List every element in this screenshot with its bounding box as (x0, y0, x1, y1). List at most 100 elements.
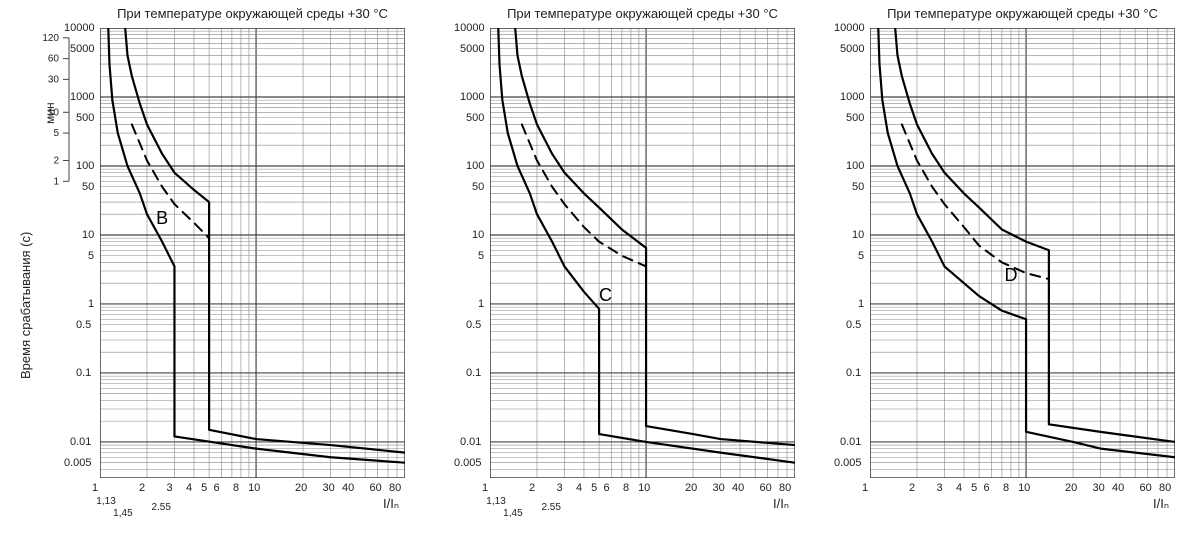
x-extra-tick: 1,13 (96, 496, 115, 507)
svg-text:C: C (599, 285, 612, 305)
x-tick: 1 (92, 482, 98, 494)
y-tick: 0.01 (460, 436, 481, 448)
x-tick: 20 (295, 482, 307, 494)
x-tick: 10 (638, 482, 650, 494)
x-tick: 30 (1093, 482, 1105, 494)
y-tick: 0.005 (834, 457, 862, 469)
x-tick: 6 (213, 482, 219, 494)
trip-curve-chart-B: При температуре окружающей среды +30 °СB… (100, 28, 405, 478)
x-tick: 2 (909, 482, 915, 494)
x-tick: 60 (1140, 482, 1152, 494)
x-extra-tick: 1,13 (486, 496, 505, 507)
x-tick: 8 (623, 482, 629, 494)
svg-text:120: 120 (42, 33, 59, 44)
x-tick: 8 (1003, 482, 1009, 494)
x-tick: 4 (956, 482, 962, 494)
x-tick: 2 (529, 482, 535, 494)
svg-text:30: 30 (48, 74, 60, 85)
x-tick: 1 (862, 482, 868, 494)
x-tick: 3 (936, 482, 942, 494)
x-tick: 80 (389, 482, 401, 494)
x-tick: 5 (971, 482, 977, 494)
y-tick: 0.5 (466, 319, 481, 331)
y-tick: 10000 (834, 22, 865, 34)
y-tick: 1000 (840, 91, 864, 103)
y-tick: 500 (76, 112, 94, 124)
y-tick: 5000 (460, 43, 484, 55)
x-axis-label: I/Iₙ (1153, 496, 1169, 512)
x-tick: 20 (685, 482, 697, 494)
x-tick: 3 (556, 482, 562, 494)
y-tick: 100 (466, 160, 484, 172)
x-tick: 10 (248, 482, 260, 494)
x-tick: 4 (576, 482, 582, 494)
y-tick: 1000 (460, 91, 484, 103)
trip-curve-chart-D: При температуре окружающей среды +30 °СD… (870, 28, 1175, 478)
x-axis-label: I/Iₙ (773, 496, 789, 512)
x-tick: 80 (779, 482, 791, 494)
svg-text:60: 60 (48, 54, 60, 65)
x-tick: 3 (166, 482, 172, 494)
x-tick: 40 (342, 482, 354, 494)
x-tick: 30 (713, 482, 725, 494)
svg-text:B: B (156, 208, 168, 228)
y-tick: 50 (852, 181, 864, 193)
chart-title: При температуре окружающей среды +30 °С (100, 6, 405, 21)
trip-curve-chart-C: При температуре окружающей среды +30 °СC… (490, 28, 795, 478)
x-tick: 2 (139, 482, 145, 494)
y-tick: 10 (852, 229, 864, 241)
y-tick: 5 (88, 250, 94, 262)
x-tick: 1 (482, 482, 488, 494)
y-tick: 500 (466, 112, 484, 124)
y-tick: 0.005 (454, 457, 482, 469)
svg-text:1: 1 (53, 176, 59, 187)
x-tick: 5 (591, 482, 597, 494)
chart-title: При температуре окружающей среды +30 °С (870, 6, 1175, 21)
x-tick: 5 (201, 482, 207, 494)
x-tick: 8 (233, 482, 239, 494)
y-tick: 50 (82, 181, 94, 193)
x-extra-tick: 2.55 (541, 502, 560, 513)
y-tick: 1 (858, 298, 864, 310)
y-tick: 0.5 (76, 319, 91, 331)
x-tick: 40 (732, 482, 744, 494)
x-tick: 60 (370, 482, 382, 494)
x-tick: 6 (983, 482, 989, 494)
y-tick: 5 (858, 250, 864, 262)
y-tick: 0.01 (840, 436, 861, 448)
minutes-scale: 125103060120мин (35, 28, 75, 478)
x-tick: 60 (760, 482, 772, 494)
y-tick: 1 (88, 298, 94, 310)
y-tick: 0.5 (846, 319, 861, 331)
y-tick: 0.1 (76, 367, 91, 379)
y-tick: 500 (846, 112, 864, 124)
y-tick: 10000 (454, 22, 485, 34)
x-tick: 20 (1065, 482, 1077, 494)
x-extra-tick: 2.55 (151, 502, 170, 513)
svg-text:D: D (1004, 265, 1017, 285)
y-tick: 10 (82, 229, 94, 241)
chart-title: При температуре окружающей среды +30 °С (490, 6, 795, 21)
svg-text:5: 5 (53, 128, 59, 139)
y-tick: 100 (76, 160, 94, 172)
y-tick: 0.1 (846, 367, 861, 379)
minutes-unit-label: мин (43, 103, 57, 125)
x-tick: 4 (186, 482, 192, 494)
y-tick: 10 (472, 229, 484, 241)
x-extra-tick: 1,45 (113, 508, 132, 519)
y-tick: 0.1 (466, 367, 481, 379)
x-tick: 80 (1159, 482, 1171, 494)
x-tick: 10 (1018, 482, 1030, 494)
svg-text:2: 2 (53, 156, 59, 167)
y-tick: 100 (846, 160, 864, 172)
x-extra-tick: 1,45 (503, 508, 522, 519)
y-tick: 5000 (840, 43, 864, 55)
x-axis-label: I/Iₙ (383, 496, 399, 512)
y-tick: 50 (472, 181, 484, 193)
x-tick: 30 (323, 482, 335, 494)
y-tick: 1 (478, 298, 484, 310)
x-tick: 6 (603, 482, 609, 494)
y-axis-label: Время срабатывания (с) (18, 232, 33, 379)
y-tick: 5 (478, 250, 484, 262)
x-tick: 40 (1112, 482, 1124, 494)
